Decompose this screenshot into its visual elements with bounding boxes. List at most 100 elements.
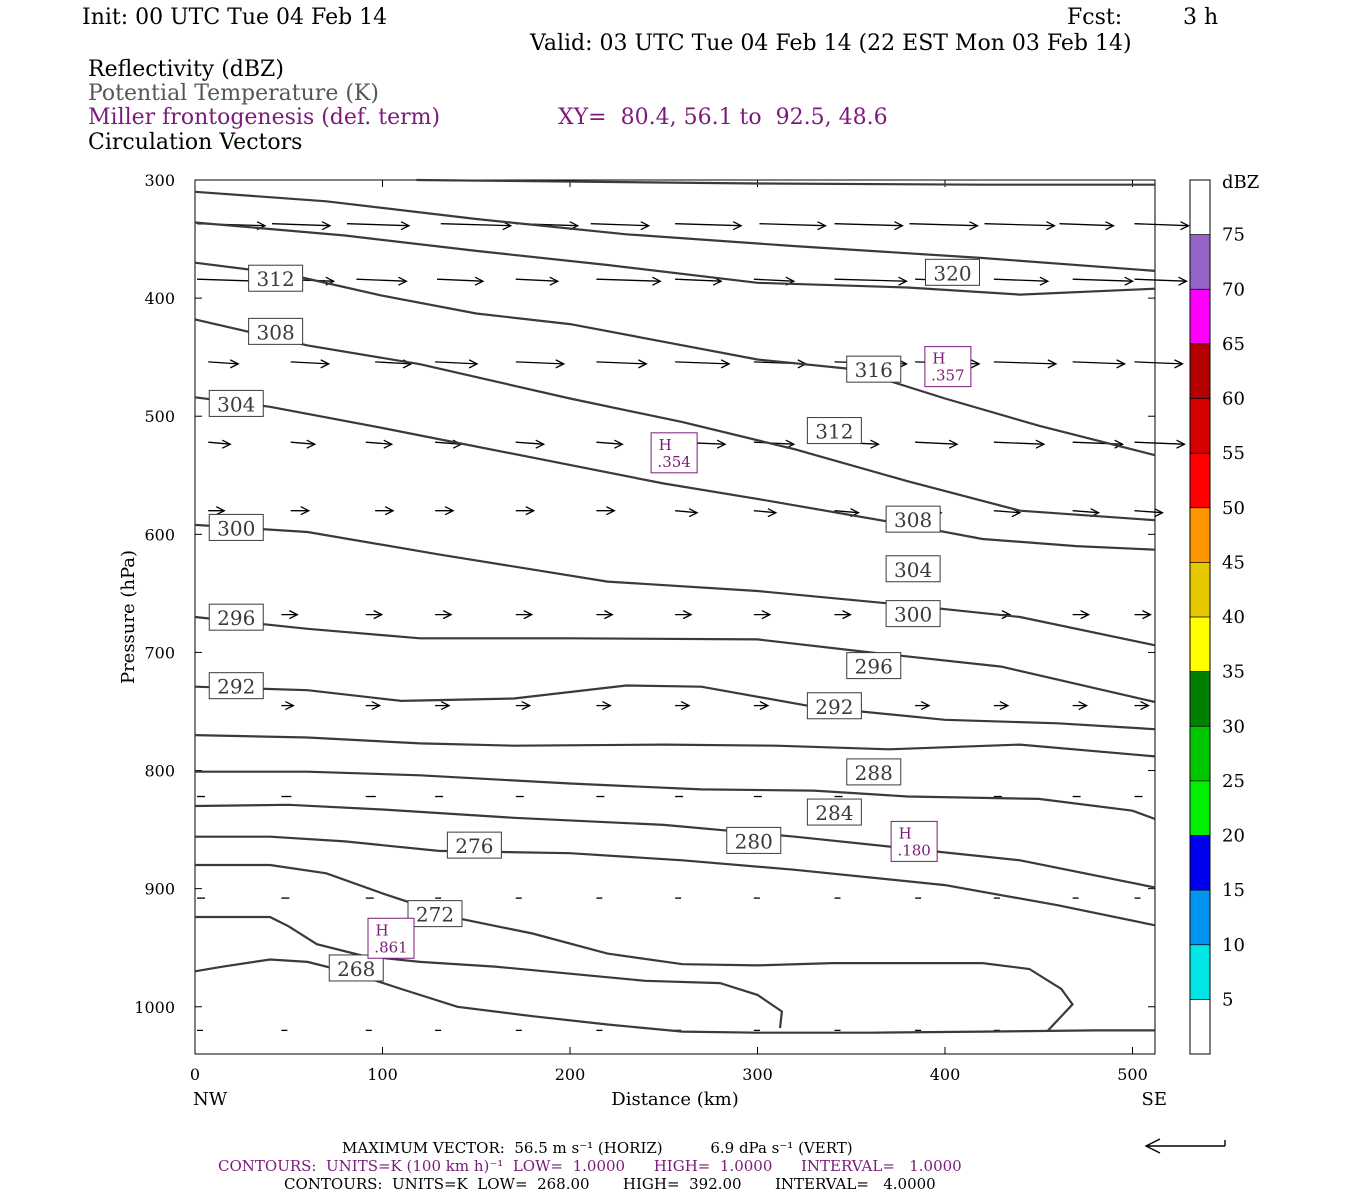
frontogenesis-max-value: .357 <box>931 367 964 385</box>
circulation-vector-head <box>759 700 770 711</box>
circulation-vector <box>1134 278 1187 282</box>
theta-label-box <box>885 600 941 628</box>
colorbar-bin <box>1190 180 1210 235</box>
circulation-vector-head <box>444 506 455 516</box>
circulation-vector-head <box>300 506 311 516</box>
theta-contour-324 <box>194 190 1156 272</box>
circulation-vector <box>834 223 903 227</box>
theta-label: 312 <box>257 267 295 291</box>
frontogenesis-max-value: .354 <box>657 453 690 471</box>
frontogenesis-max-box <box>367 917 415 959</box>
theta-label-box <box>885 555 941 583</box>
theta-label: 316 <box>855 358 893 382</box>
circulation-vector <box>596 441 623 445</box>
circulation-vector-head <box>817 221 827 231</box>
circulation-vector-head <box>1035 439 1046 449</box>
circulation-vector-head <box>948 439 959 449</box>
colorbar-bin <box>1190 343 1210 399</box>
circulation-vector <box>834 510 859 514</box>
colorbar-label: 50 <box>1222 498 1245 519</box>
circulation-vector-head <box>521 700 532 711</box>
circulation-vector-head <box>920 700 931 711</box>
y-axis-label: Pressure (hPa) <box>118 550 139 684</box>
theta-label: 308 <box>257 320 295 344</box>
circulation-vector <box>675 223 742 227</box>
colorbar-bin <box>1190 617 1210 672</box>
theta-contour-288 <box>195 770 1156 821</box>
y-tick-label: 800 <box>144 762 175 781</box>
theta-label: 292 <box>217 675 255 699</box>
circulation-vector <box>753 278 794 282</box>
colorbar-label: 15 <box>1222 880 1245 901</box>
circulation-vector <box>590 223 649 227</box>
theta-label: 296 <box>855 655 893 679</box>
theta-label-box <box>925 258 980 286</box>
circulation-vector <box>909 223 978 227</box>
circulation-vector-head <box>555 359 566 369</box>
circulation-vector-head <box>1080 610 1091 620</box>
theta-label: 276 <box>455 834 493 858</box>
reference-vector-head <box>1144 1138 1161 1154</box>
theta-label: 272 <box>416 903 454 927</box>
theta-contour-268 <box>194 958 1155 1034</box>
y-tick-label: 300 <box>144 171 175 190</box>
circulation-vector <box>435 361 478 365</box>
forecast-label: Fcst: <box>1067 5 1123 30</box>
circulation-vector-head <box>767 508 778 518</box>
circulation-vector-head <box>732 221 743 231</box>
theta-label: 304 <box>894 558 932 582</box>
colorbar-bin <box>1190 562 1210 617</box>
cross-section-endpoints: XY= 80.4, 56.1 to 92.5, 48.6 <box>558 105 888 130</box>
colorbar-bin <box>1190 453 1210 508</box>
circulation-vector-head <box>688 508 699 518</box>
theta-label: 288 <box>855 761 893 785</box>
circulation-vector-head <box>682 610 693 620</box>
circulation-vector-head <box>535 439 546 449</box>
theta-label-box <box>328 954 384 982</box>
circulation-vector <box>515 361 564 365</box>
colorbar-label: 20 <box>1222 826 1245 847</box>
y-tick-label: 400 <box>144 289 175 308</box>
circulation-vector-head <box>1039 276 1050 286</box>
circulation-vector <box>915 441 958 445</box>
circulation-vector <box>290 441 315 445</box>
circulation-vector-head <box>215 506 226 516</box>
colorbar-label: 65 <box>1222 334 1245 355</box>
colorbar-label: 40 <box>1222 607 1245 628</box>
theta-label: 304 <box>217 392 255 416</box>
valid-time: Valid: 03 UTC Tue 04 Feb 14 (22 EST Mon … <box>530 31 1132 56</box>
x-tick-label: 100 <box>367 1065 398 1084</box>
theta-label-box <box>208 603 264 631</box>
circulation-vector <box>271 223 331 227</box>
colorbar-label: 60 <box>1222 389 1245 410</box>
frontogenesis-max-label: H <box>932 350 945 368</box>
theta-label: 280 <box>735 829 773 853</box>
theta-label: 292 <box>815 695 853 719</box>
colorbar-label: 70 <box>1222 279 1245 300</box>
colorbar-label: 55 <box>1222 443 1245 464</box>
circulation-vector-head <box>652 276 662 286</box>
circulation-vector <box>1134 510 1163 514</box>
circulation-vector-head <box>1114 439 1125 449</box>
colorbar-bin <box>1190 890 1210 945</box>
circulation-vector <box>208 361 239 365</box>
circulation-vector-head <box>398 276 408 286</box>
theta-contour-272 <box>195 915 784 1029</box>
circulation-vector-head <box>1180 221 1190 231</box>
y-tick-label: 700 <box>144 643 175 662</box>
circulation-vector-head <box>614 439 624 449</box>
theta-label: 300 <box>217 516 255 540</box>
circulation-vector-head <box>400 221 411 231</box>
circulation-vector <box>290 361 329 365</box>
circulation-vector <box>1059 223 1114 227</box>
circulation-vector-head <box>474 276 485 286</box>
colorbar-label: 10 <box>1222 935 1245 956</box>
circulation-vector-head <box>898 276 908 286</box>
circulation-vector-head <box>1176 439 1186 449</box>
circulation-vector-head <box>602 700 612 711</box>
circulation-vector-head <box>842 610 852 620</box>
circulation-vector <box>984 223 1055 227</box>
theta-label: 296 <box>217 606 255 630</box>
circulation-vector <box>753 510 776 514</box>
circulation-vector-head <box>640 221 651 231</box>
